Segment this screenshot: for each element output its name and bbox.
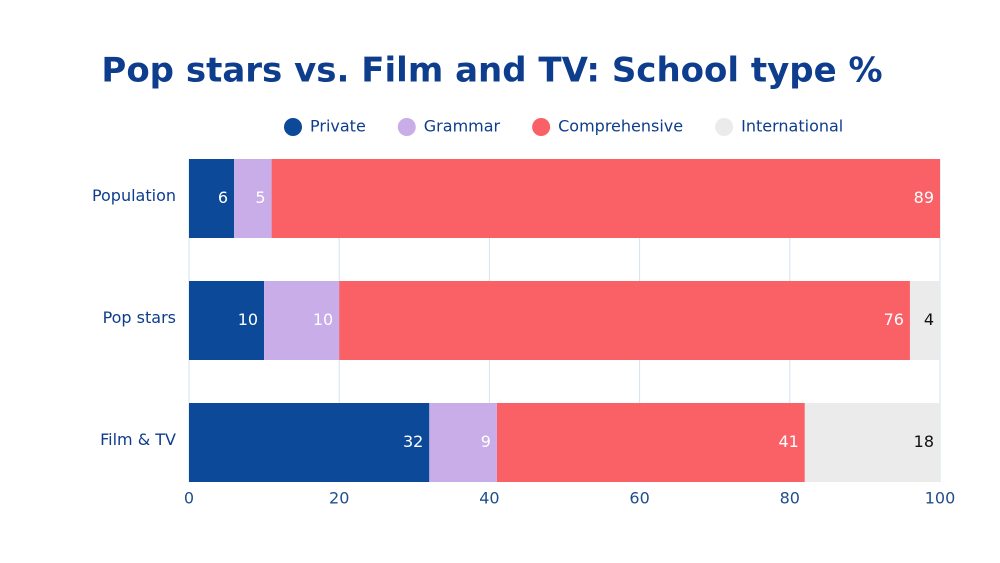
data-label: 32 [403,432,423,451]
x-tick-label: 40 [479,489,499,508]
bar-segment [234,159,272,238]
data-label: 10 [238,310,258,329]
bar-segment [189,281,265,360]
bar-segment [429,403,497,482]
x-tick-label: 80 [780,489,800,508]
data-label: 5 [255,188,265,207]
y-tick-label: Pop stars [103,308,176,327]
legend-label: International [741,117,843,136]
data-label: 41 [778,432,798,451]
data-label: 89 [914,188,934,207]
legend-marker [397,118,416,136]
chart-title: Pop stars vs. Film and TV: School type % [101,51,882,91]
legend-marker [715,118,734,136]
bar-segment [339,281,910,360]
data-label: 10 [313,310,333,329]
bar-segment [264,281,340,360]
x-tick-label: 100 [925,489,956,508]
bar-segment [804,403,940,482]
legend-label: Comprehensive [558,117,683,136]
data-label: 6 [218,188,228,207]
legend-marker [532,118,551,136]
y-tick-label: Film & TV [100,430,176,449]
bar-segment [271,159,940,238]
x-tick-label: 0 [184,489,194,508]
x-tick-label: 20 [329,489,349,508]
data-label: 76 [884,310,904,329]
data-label: 9 [481,432,491,451]
bar-segment [189,403,430,482]
legend-label: Private [310,117,366,136]
legend-marker [284,118,302,136]
y-tick-label: Population [92,186,176,205]
data-label: 4 [924,310,934,329]
legend-label: Grammar [424,117,501,136]
bar-segment [496,403,805,482]
bar-segment [189,159,235,238]
data-label: 18 [914,432,934,451]
bar-segment [909,281,940,360]
x-tick-label: 60 [629,489,649,508]
